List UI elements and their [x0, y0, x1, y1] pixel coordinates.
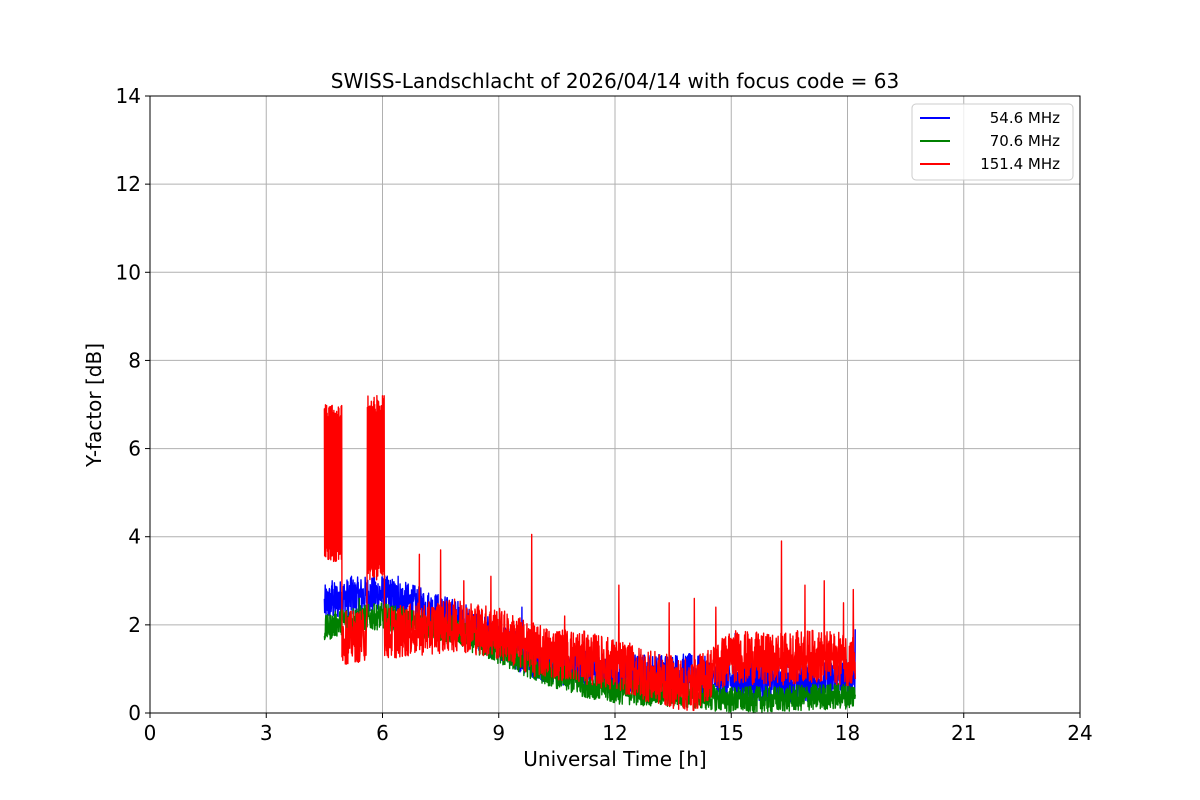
- x-tick-label: 6: [376, 721, 389, 745]
- legend-box: [911, 103, 1074, 181]
- x-tick-label: 15: [719, 721, 744, 745]
- x-tick-label: 18: [835, 721, 860, 745]
- chart-title: SWISS-Landschlacht of 2026/04/14 with fo…: [331, 69, 899, 93]
- x-tick-label: 0: [144, 721, 157, 745]
- y-axis-title: Y-factor [dB]: [82, 343, 106, 468]
- legend-label: 54.6 MHz: [990, 109, 1060, 127]
- legend: 54.6 MHz 70.6 MHz 151.4 MHz: [911, 103, 1074, 181]
- y-tick-label: 6: [128, 437, 141, 461]
- x-tick-label: 9: [492, 721, 505, 745]
- y-tick-label: 8: [128, 348, 141, 372]
- x-tick-label: 12: [602, 721, 627, 745]
- legend-label: 70.6 MHz: [990, 132, 1060, 150]
- series-layer: [323, 395, 856, 713]
- x-tick-label: 24: [1067, 721, 1092, 745]
- y-tick-label: 0: [128, 701, 141, 725]
- x-axis-title: Universal Time [h]: [523, 747, 706, 771]
- series-line-3: [323, 395, 856, 712]
- x-tick-label: 3: [260, 721, 273, 745]
- y-tick-label: 14: [116, 84, 141, 108]
- x-tick-label: 21: [951, 721, 976, 745]
- y-tick-label: 12: [116, 172, 141, 196]
- y-tick-label: 2: [128, 613, 141, 637]
- y-tick-label: 10: [116, 260, 141, 284]
- legend-label: 151.4 MHz: [980, 155, 1060, 173]
- y-tick-label: 4: [128, 525, 141, 549]
